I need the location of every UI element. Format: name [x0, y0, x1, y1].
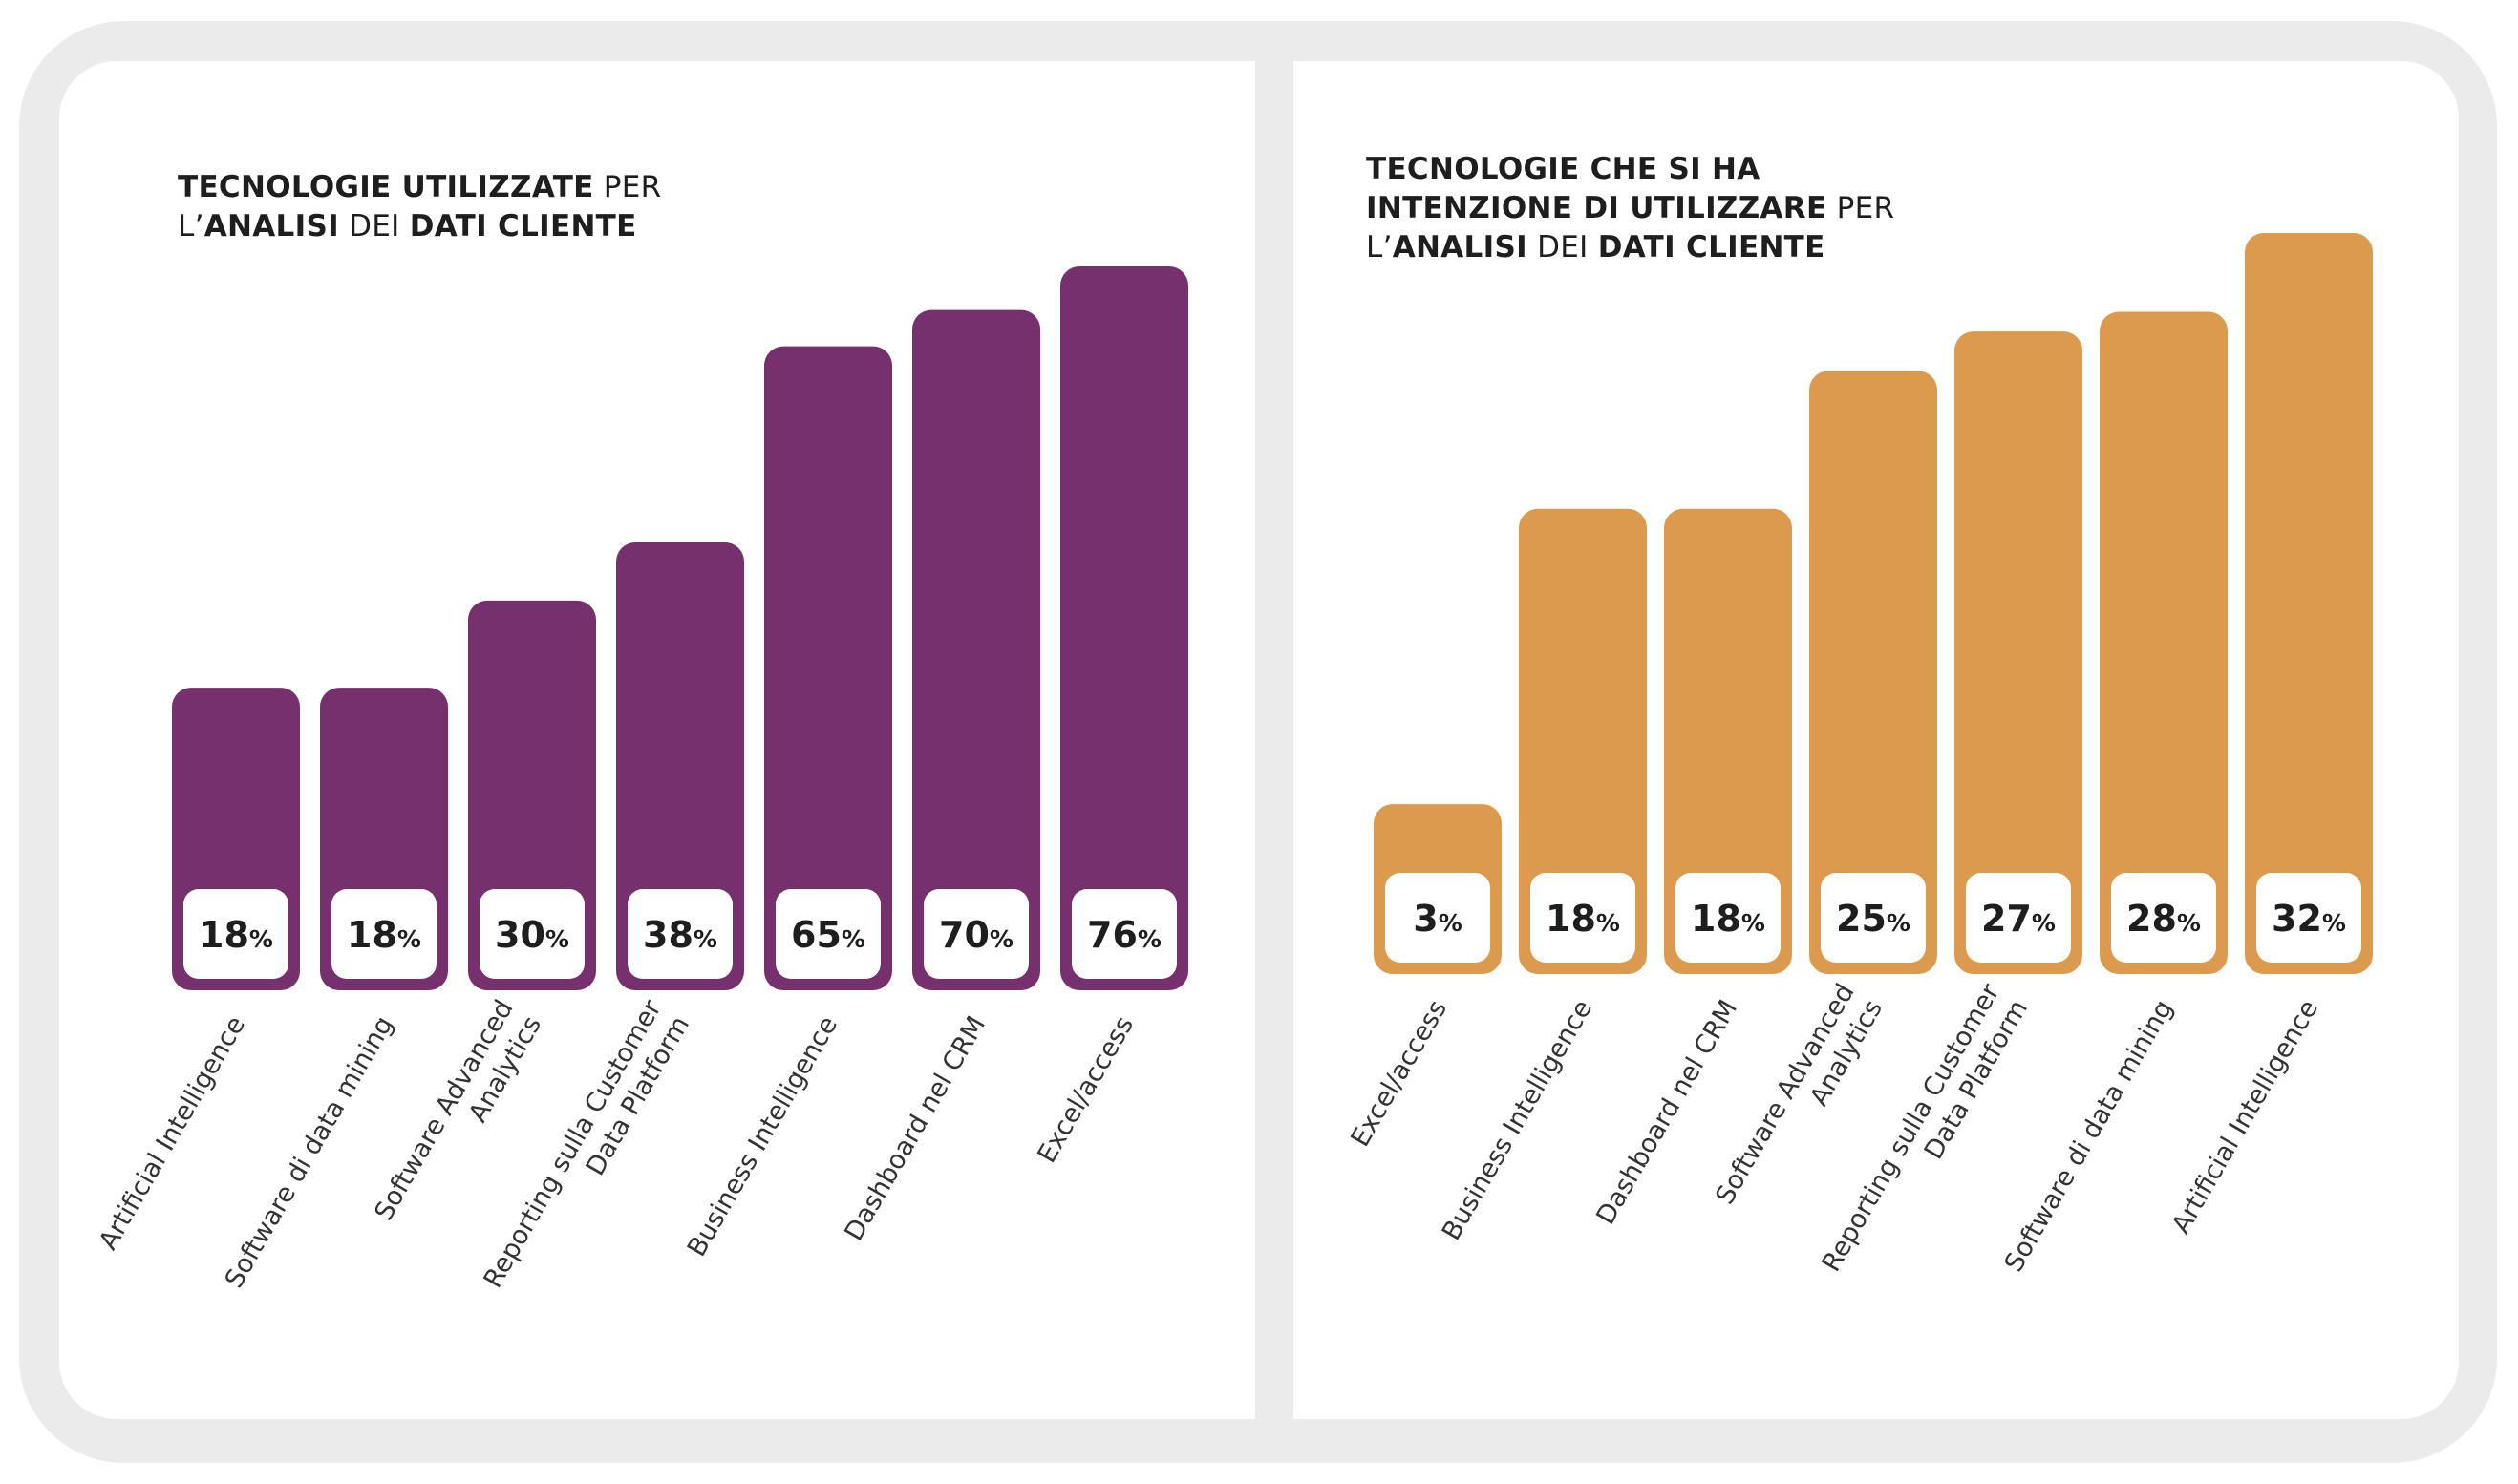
category-label-excel-access: Excel/access [1345, 995, 1453, 1152]
value-box-artificial-intelligence [183, 889, 288, 979]
category-label-business-intelligence: Business Intelligence [1437, 995, 1598, 1245]
title-segment: PER [1826, 191, 1895, 225]
data-label-dashboard-nel-crm: 18% [1691, 898, 1765, 940]
bar-software-di-data-mining [2100, 311, 2228, 974]
value-box-artificial-intelligence [2256, 873, 2361, 963]
data-label-excel-access: 3% [1413, 898, 1462, 940]
title-segment: DEI [1526, 230, 1598, 265]
data-label-software-advanced-analytics: 30% [495, 914, 569, 956]
title-segment: ANALISI [203, 209, 339, 244]
left-chart-title: TECNOLOGIE UTILIZZATE PER L’ANALISI DEI D… [178, 168, 942, 246]
value-box-software-di-data-mining [331, 889, 437, 979]
data-label-artificial-intelligence: 18% [199, 914, 273, 956]
title-segment: ANALISI [1392, 230, 1527, 265]
title-segment: INTENZIONE DI UTILIZZARE [1366, 191, 1827, 225]
svg-text:Business Intelligence: Business Intelligence [1437, 995, 1598, 1245]
value-box-reporting-sulla-customer-data-platform [1966, 873, 2071, 963]
value-box-dashboard-nel-crm [924, 889, 1029, 979]
value-box-reporting-sulla-customer-data-platform [628, 889, 733, 979]
value-box-business-intelligence [776, 889, 881, 979]
value-box-excel-access [1072, 889, 1177, 979]
bar-artificial-intelligence [2245, 233, 2373, 974]
data-label-reporting-sulla-customer-data-platform: 38% [643, 914, 717, 956]
category-label-artificial-intelligence: Artificial Intelligence [2166, 995, 2324, 1239]
svg-text:Software di data mining: Software di data mining [1999, 995, 2179, 1277]
value-box-software-advanced-analytics [1821, 873, 1926, 963]
bar-software-advanced-analytics [1809, 371, 1937, 974]
title-segment: TECNOLOGIE CHE SI HA [1366, 152, 1760, 186]
value-box-software-di-data-mining [2111, 873, 2216, 963]
value-box-business-intelligence [1530, 873, 1635, 963]
bar-dashboard-nel-crm [912, 309, 1040, 990]
bar-dashboard-nel-crm [1664, 508, 1792, 974]
title-segment: PER [593, 170, 662, 204]
value-box-excel-access [1385, 873, 1490, 963]
right-chart-title: TECNOLOGIE CHE SI HA INTENZIONE DI UTILIZ… [1366, 150, 2130, 267]
title-segment: DEI [338, 209, 410, 244]
bar-reporting-sulla-customer-data-platform [1954, 331, 2082, 974]
data-label-software-advanced-analytics: 25% [1836, 898, 1910, 940]
data-label-artificial-intelligence: 32% [2272, 898, 2346, 940]
data-label-software-di-data-mining: 28% [2126, 898, 2201, 940]
title-segment: DATI CLIENTE [1597, 230, 1825, 265]
title-segment: DATI CLIENTE [409, 209, 637, 244]
title-segment: L’ [1366, 230, 1393, 265]
bar-reporting-sulla-customer-data-platform [616, 542, 744, 990]
data-label-reporting-sulla-customer-data-platform: 27% [1981, 898, 2056, 940]
bar-business-intelligence [764, 346, 892, 990]
data-label-business-intelligence: 18% [1546, 898, 1620, 940]
category-label-software-di-data-mining: Software di data mining [1999, 995, 2179, 1277]
title-segment: L’ [178, 209, 204, 244]
data-label-dashboard-nel-crm: 70% [939, 914, 1014, 956]
bar-business-intelligence [1519, 508, 1647, 974]
data-label-excel-access: 76% [1087, 914, 1162, 956]
title-segment: TECNOLOGIE UTILIZZATE [178, 170, 594, 204]
data-label-business-intelligence: 65% [791, 914, 865, 956]
bar-excel-access [1060, 266, 1188, 990]
svg-text:Artificial Intelligence: Artificial Intelligence [2166, 995, 2324, 1239]
svg-text:Excel/access: Excel/access [1345, 995, 1453, 1152]
value-box-dashboard-nel-crm [1675, 873, 1781, 963]
data-label-software-di-data-mining: 18% [347, 914, 421, 956]
value-box-software-advanced-analytics [480, 889, 585, 979]
